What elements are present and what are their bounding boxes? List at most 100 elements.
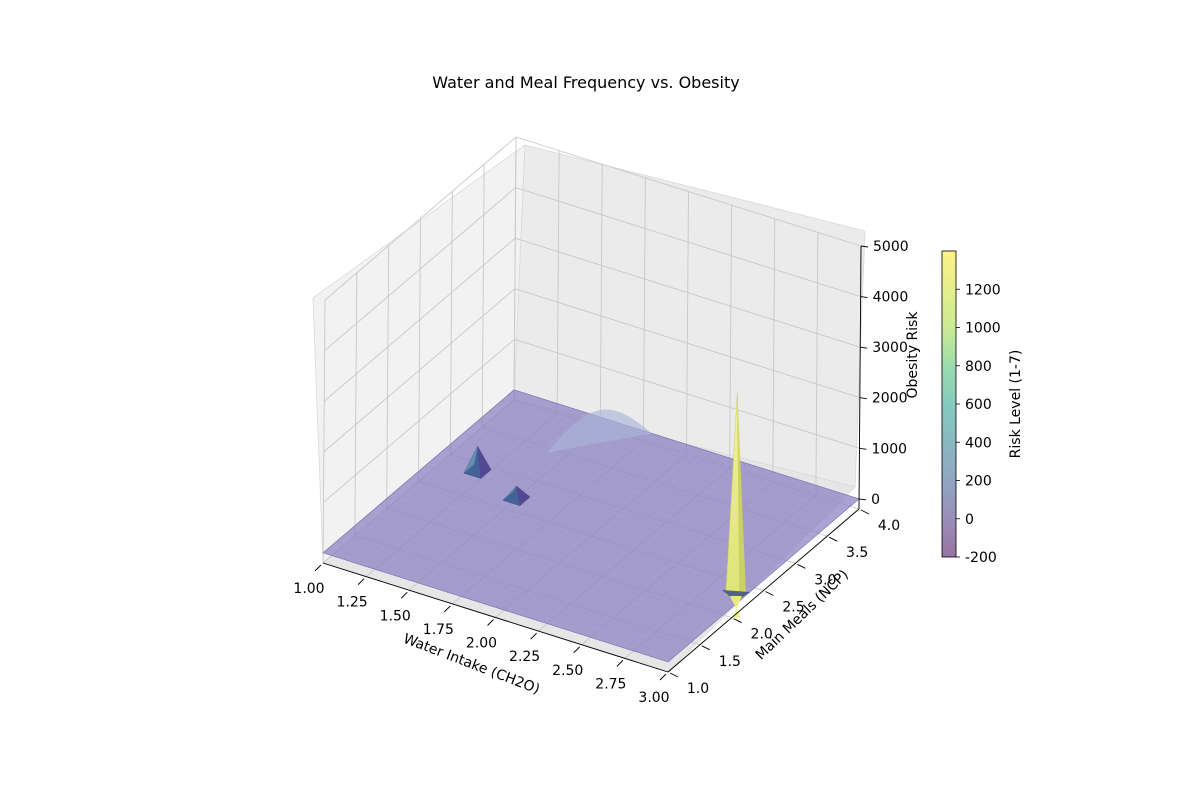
surface-mesh-line: [431, 460, 777, 570]
y-side-gridline: [354, 272, 358, 536]
y-side-gridline: [513, 136, 517, 401]
surface-mesh-line: [354, 525, 700, 635]
z-back-gridline: [515, 136, 862, 247]
z-side-gridline: [324, 187, 516, 351]
colorbar: -200 0 200 400 600 800 1000 1200 Risk Level (1-…: [941, 250, 1024, 566]
surface-mesh-line: [501, 400, 847, 510]
z-back-gridline: [515, 187, 861, 298]
surface-mesh-line: [437, 454, 783, 565]
surface-spike: [502, 485, 521, 507]
y-tick-mark: [828, 536, 838, 542]
x-tick-label: 1.00: [293, 581, 324, 597]
y-tick-label: 3.0: [814, 572, 836, 588]
x-tick-mark: [616, 660, 624, 667]
x-back-gridline: [642, 177, 646, 441]
y-axis-line: [667, 508, 860, 673]
z-tick-mark: [860, 346, 868, 349]
y-side-gridline: [481, 164, 485, 428]
x-tick-label: 2.75: [595, 676, 626, 692]
colorbar-tick-label: 1200: [965, 282, 1001, 298]
x-tick-label: 3.00: [638, 690, 669, 706]
y-tick-mark: [701, 645, 711, 651]
surface-mesh-line: [424, 465, 770, 576]
y-tick-label: 2.0: [751, 627, 773, 643]
surface-mesh-line: [475, 422, 821, 532]
x-back-gridline: [815, 232, 819, 496]
colorbar-tick-label: 0: [965, 512, 974, 528]
x-tick-label: 1.75: [423, 622, 454, 638]
x-tick-mark: [659, 673, 667, 681]
surface-mesh-line: [412, 476, 758, 586]
surface-mesh-line: [361, 520, 707, 630]
z-tick-label: 2000: [872, 391, 908, 407]
z-side-gridline: [323, 338, 515, 503]
x-tick-label: 2.25: [509, 649, 540, 665]
surface-mesh-line: [482, 416, 828, 527]
x-tick-mark: [444, 605, 451, 613]
y-side-gridline: [322, 299, 326, 564]
y-tick-label: 3.5: [846, 545, 868, 561]
y-side-gridline: [449, 191, 453, 455]
surface-mesh-line: [494, 406, 841, 516]
surface-mesh-line: [488, 411, 834, 521]
z-tick-mark: [859, 498, 867, 501]
y-axis-label: Main Meals (NCP): [753, 567, 852, 664]
y-tick-label: 2.5: [782, 600, 804, 616]
y-tick-label: 1.0: [687, 681, 709, 697]
surface-dip: [721, 589, 750, 602]
x-tick-label: 2.50: [552, 663, 583, 679]
x-tick-mark: [487, 619, 494, 626]
axes: 1.001.251.501.752.002.252.502.753.001.01…: [293, 239, 908, 706]
x-tick-mark: [314, 564, 322, 572]
surface-mesh-line: [469, 427, 815, 538]
y-tick-mark: [733, 618, 742, 624]
z-tick-label: 4000: [873, 290, 909, 306]
surface-mesh-line: [373, 509, 720, 619]
surface-dip-base: [729, 595, 742, 618]
surface-spike-side: [737, 391, 746, 599]
x-back-gridline: [729, 205, 733, 469]
x-tick-mark: [357, 578, 365, 585]
z-side-gridline: [324, 136, 517, 301]
z-side-gridline: [323, 237, 516, 402]
surface-mesh-line: [507, 395, 853, 505]
surface-spike-face: [502, 485, 517, 501]
colorbar-label: Risk Level (1-7): [1008, 350, 1024, 459]
x-tick-mark: [400, 591, 408, 599]
surface-mesh-line: [348, 530, 694, 641]
colorbar-tick-label: 200: [965, 474, 992, 490]
x-back-gridline: [556, 150, 560, 414]
x-back-gridline: [772, 218, 776, 482]
surface-mesh-line: [399, 487, 745, 597]
risk-surface: [322, 389, 860, 663]
y-side-gridline: [418, 218, 421, 482]
z-axis-line: [858, 245, 862, 510]
colorbar-tick-label: 1000: [965, 321, 1001, 337]
surface-mesh-line: [380, 503, 726, 614]
surface-mesh-line: [367, 514, 713, 625]
surface-mesh-line: [386, 498, 732, 608]
surface-mesh-line: [393, 492, 739, 603]
z-tick-label: 1000: [871, 441, 907, 457]
colorbar-tick-label: 600: [965, 397, 992, 413]
x-axis-line: [322, 562, 669, 673]
y-tick-mark: [860, 509, 870, 515]
y-tick-label: 4.0: [878, 518, 900, 534]
z-tick-label: 5000: [873, 239, 909, 255]
surface-ridge: [547, 409, 653, 453]
y-tick-label: 1.5: [719, 654, 741, 670]
x-tick-mark: [573, 646, 581, 654]
colorbar-tick-label: 800: [965, 359, 992, 375]
y-tick-mark: [765, 591, 774, 596]
y-side-gridline: [386, 245, 390, 509]
z-back-gridline: [515, 237, 861, 348]
z-tick-label: 0: [871, 492, 880, 508]
y-tick-mark: [669, 672, 679, 678]
z-tick-mark: [859, 397, 867, 400]
x-tick-label: 1.25: [337, 595, 368, 611]
surface-mesh-line: [463, 433, 809, 543]
surface-mesh-line: [456, 438, 802, 548]
chart-title: Water and Meal Frequency vs. Obesity: [432, 73, 739, 92]
